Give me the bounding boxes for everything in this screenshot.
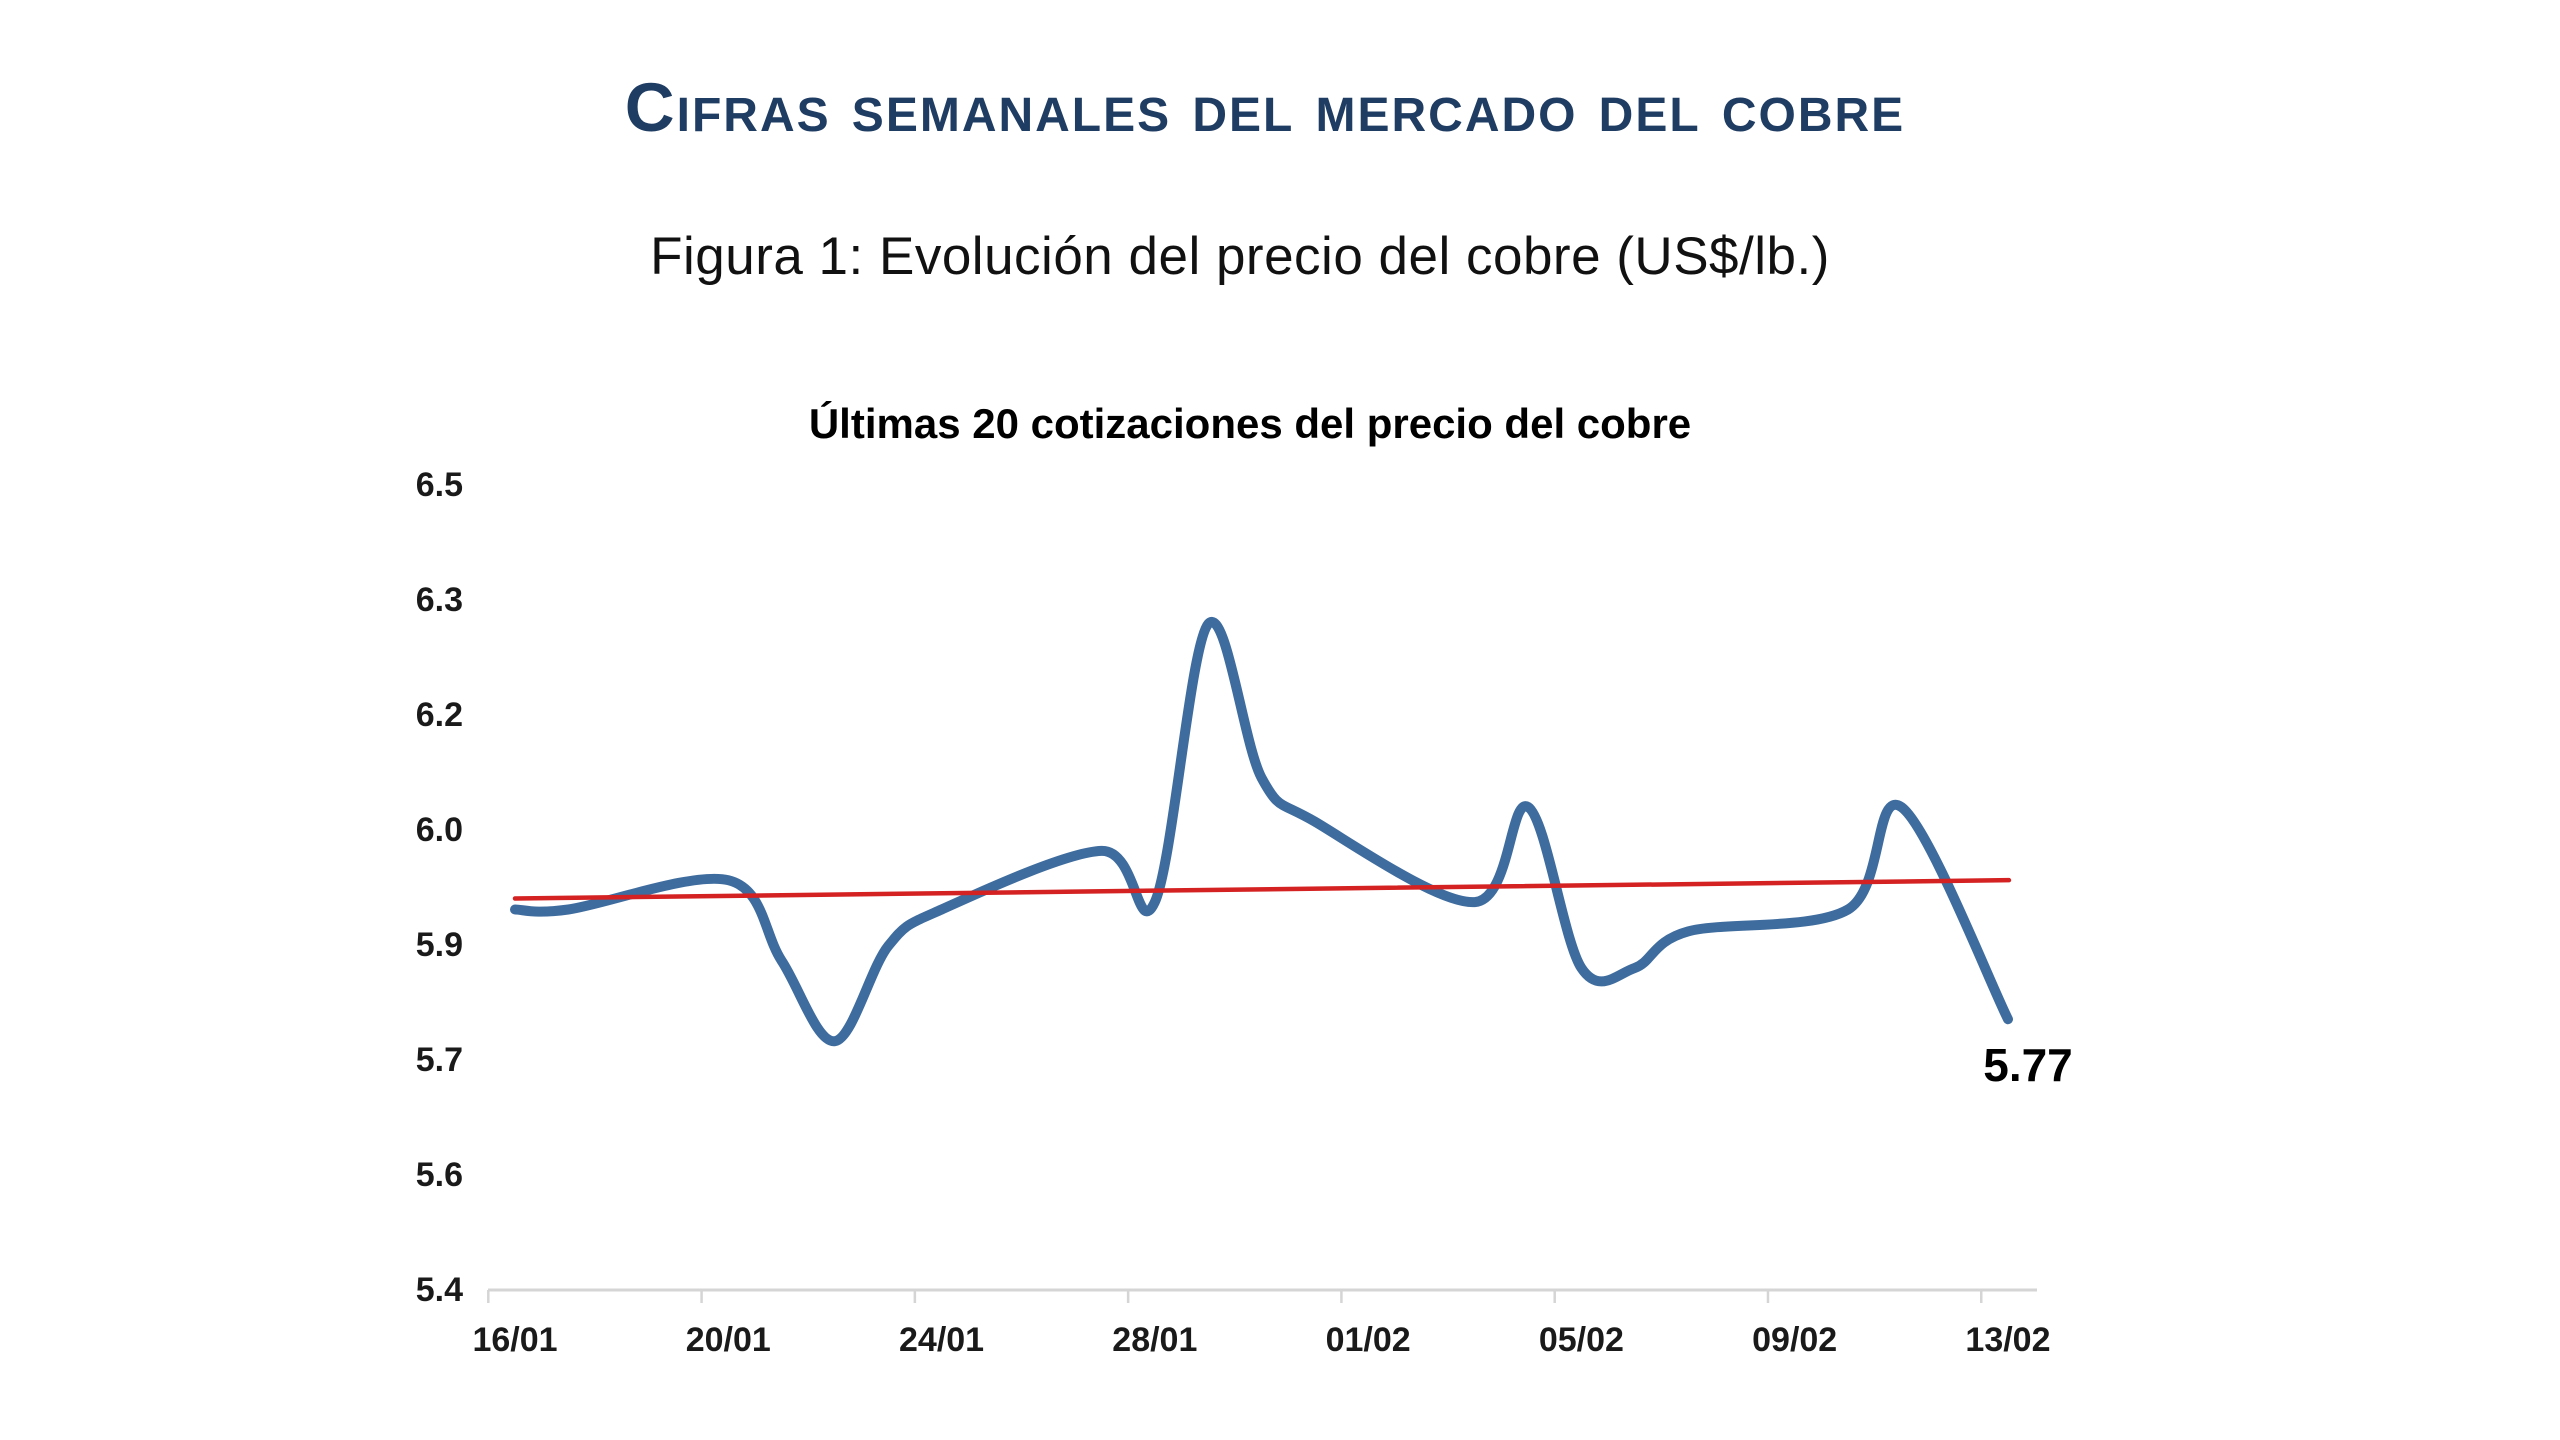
y-axis-label: 6.5 — [415, 466, 463, 504]
y-axis-label: 5.7 — [415, 1041, 463, 1079]
x-axis-label: 20/01 — [685, 1321, 771, 1359]
x-axis-label: 24/01 — [899, 1321, 985, 1359]
page-title: Cifras semanales del mercado del cobre — [624, 69, 1906, 146]
x-axis-label: 01/02 — [1325, 1321, 1411, 1359]
y-axis-label: 6.3 — [415, 581, 463, 619]
figure-caption: Figura 1: Evolución del precio del cobre… — [650, 227, 1830, 286]
trend-line — [512, 877, 2012, 901]
y-axis-label: 5.4 — [415, 1271, 463, 1309]
y-axis-label: 5.6 — [415, 1156, 463, 1194]
price-series-line — [510, 616, 2013, 1047]
x-axis-label: 16/01 — [472, 1321, 558, 1359]
x-axis-label: 09/02 — [1752, 1321, 1838, 1359]
x-axis-label: 05/02 — [1538, 1321, 1624, 1359]
chart-title: Últimas 20 cotizaciones del precio del c… — [808, 400, 1692, 447]
x-axis-label: 13/02 — [1965, 1321, 2051, 1359]
y-axis-label: 6.2 — [415, 696, 463, 734]
y-axis-label: 5.9 — [415, 926, 463, 964]
y-axis-label: 6.0 — [415, 811, 463, 849]
last-value-label: 5.77 — [1983, 1039, 2073, 1091]
x-axis-label: 28/01 — [1112, 1321, 1198, 1359]
